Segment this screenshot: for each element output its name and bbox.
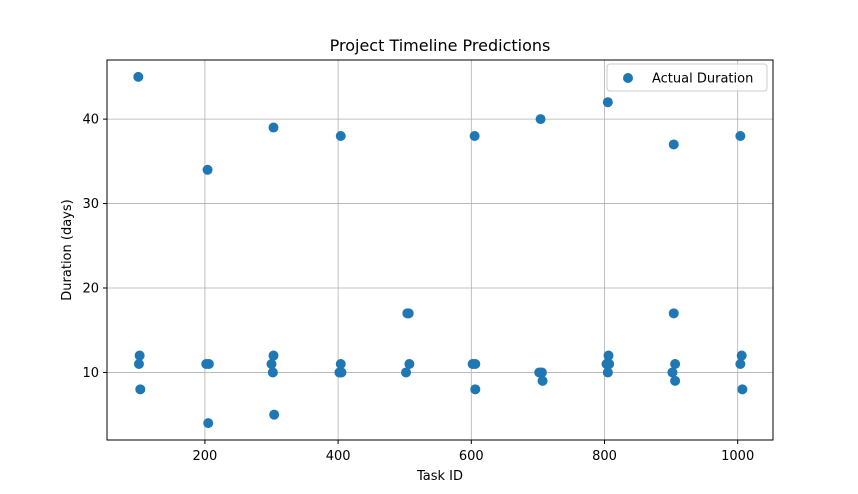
data-point — [670, 375, 681, 386]
data-point — [203, 359, 214, 369]
y-axis-label: Duration (days) — [60, 199, 75, 300]
grid — [107, 60, 773, 440]
data-point — [667, 367, 678, 378]
x-tick-label: 600 — [459, 449, 484, 464]
data-point — [202, 164, 213, 175]
data-points — [133, 71, 748, 429]
data-point — [133, 359, 144, 369]
data-point — [404, 359, 415, 369]
data-point — [668, 139, 679, 150]
data-point — [735, 359, 746, 369]
data-point — [403, 308, 414, 319]
data-point — [536, 367, 547, 378]
x-tick-label: 200 — [192, 449, 217, 464]
data-point — [134, 350, 145, 361]
y-tick-label: 40 — [82, 113, 99, 128]
y-axis-ticks: 10 20 30 40 — [82, 113, 107, 381]
y-tick-label: 20 — [82, 282, 99, 297]
data-point — [668, 308, 679, 319]
data-point — [535, 114, 546, 125]
x-tick-label: 400 — [326, 449, 351, 464]
data-point — [268, 350, 279, 361]
data-point — [470, 384, 481, 395]
y-tick-label: 30 — [82, 197, 99, 212]
data-point — [269, 409, 280, 420]
data-point — [603, 350, 614, 361]
data-point — [469, 131, 480, 141]
data-point — [335, 359, 346, 369]
data-point — [537, 375, 548, 386]
legend-label: Actual Duration — [652, 72, 753, 87]
plot-frame — [106, 59, 774, 441]
data-point — [335, 131, 346, 141]
data-point — [267, 367, 278, 378]
legend-box — [606, 63, 768, 92]
x-axis-ticks: 200 400 600 800 1000 — [192, 440, 754, 464]
chart-title: Project Timeline Predictions — [330, 36, 551, 55]
data-point — [135, 384, 146, 395]
data-point — [268, 122, 279, 133]
legend: Actual Duration — [606, 63, 768, 92]
data-point — [266, 359, 277, 369]
data-point — [401, 367, 412, 378]
data-point — [336, 367, 347, 378]
data-point — [735, 131, 746, 141]
data-point — [670, 359, 681, 369]
data-point — [737, 384, 748, 395]
data-point — [602, 367, 613, 378]
x-tick-label: 800 — [592, 449, 617, 464]
data-point — [133, 71, 144, 82]
data-point — [203, 418, 214, 429]
legend-marker — [623, 73, 633, 83]
data-point — [604, 359, 615, 369]
x-axis-label: Task ID — [416, 469, 463, 484]
data-point — [736, 350, 747, 361]
x-tick-label: 1000 — [721, 449, 754, 464]
data-point — [602, 97, 613, 108]
data-point — [470, 359, 481, 369]
y-tick-label: 10 — [82, 366, 99, 381]
